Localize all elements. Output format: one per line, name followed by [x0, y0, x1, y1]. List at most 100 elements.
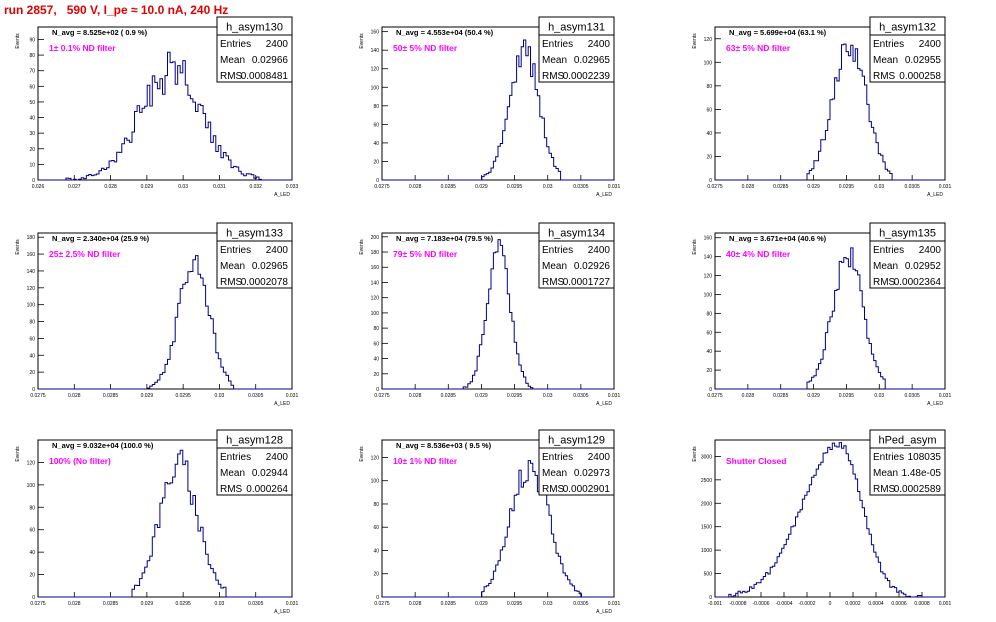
- y-tick-label: 20: [29, 370, 35, 376]
- x-axis-label: A_LED: [927, 192, 943, 198]
- y-tick-label: 100: [704, 292, 713, 298]
- y-tick-label: 20: [373, 372, 379, 378]
- y-tick-label: 120: [371, 296, 380, 302]
- x-tick-label: 0.0006: [891, 601, 907, 607]
- x-tick-label: 0.029: [141, 393, 154, 399]
- x-tick-label: 0.0275: [374, 393, 390, 399]
- histogram-line-h_asym128: [38, 449, 292, 598]
- x-tick-label: 0.028: [742, 393, 755, 399]
- filter-label: 63± 5% ND filter: [726, 43, 791, 53]
- stats-label: RMS: [220, 277, 243, 288]
- x-tick-label: 0.0275: [30, 601, 46, 607]
- histogram-line-h_asym131: [382, 39, 614, 181]
- y-tick-label: 100: [704, 60, 713, 66]
- y-axis-label: Events: [359, 33, 365, 49]
- x-tick-label: 0.03: [543, 184, 553, 190]
- histogram-line-hPed_asym: [715, 442, 945, 598]
- x-tick-label: 0.033: [286, 184, 299, 190]
- stats-label: RMS: [873, 484, 896, 495]
- x-tick-label: 0.0305: [904, 184, 920, 190]
- x-tick-label: 0.028: [104, 184, 117, 190]
- x-tick-label: 0.031: [608, 184, 621, 190]
- stats-value: 0.02944: [252, 468, 289, 479]
- y-tick-label: 40: [373, 548, 379, 554]
- filter-label: 50± 5% ND filter: [393, 43, 458, 53]
- x-tick-label: 0.029: [475, 601, 488, 607]
- histogram-name: hPed_asym: [878, 435, 936, 447]
- y-axis-label: Events: [359, 239, 365, 255]
- y-tick-label: 60: [373, 525, 379, 531]
- y-tick-label: 0: [376, 178, 379, 184]
- stats-label: Mean: [220, 55, 245, 66]
- x-tick-label: 0.0305: [573, 184, 589, 190]
- y-tick-label: 100: [371, 479, 380, 485]
- histogram-line-h_asym133: [38, 255, 292, 390]
- stats-value: 0.0002589: [894, 484, 942, 495]
- stats-box: [538, 447, 615, 496]
- navg-label: N_avg = 2.340e+04 (25.9 %): [52, 234, 150, 243]
- histogram-line-h_asym129: [382, 460, 614, 598]
- histogram-line-h_asym132: [715, 43, 945, 181]
- y-tick-label: 0: [32, 595, 35, 601]
- x-tick-label: 0.031: [939, 184, 952, 190]
- y-tick-label: 100: [27, 303, 36, 309]
- y-tick-label: 40: [373, 141, 379, 147]
- y-axis-label: Events: [15, 33, 21, 49]
- navg-label: N_avg = 7.183e+04 (79.5 %): [396, 234, 494, 243]
- x-tick-label: 0.001: [939, 601, 952, 607]
- y-tick-label: 80: [706, 84, 712, 90]
- x-tick-label: 0.0305: [573, 393, 589, 399]
- stats-label: Entries: [542, 39, 573, 50]
- stats-label: Entries: [220, 452, 251, 463]
- stats-box: [869, 447, 946, 496]
- y-tick-label: 40: [706, 349, 712, 355]
- y-tick-label: 1500: [701, 525, 712, 531]
- plot-frame: [381, 439, 615, 598]
- x-tick-label: 0.0295: [839, 393, 855, 399]
- y-tick-label: 0: [32, 387, 35, 393]
- x-tick-label: 0.031: [286, 393, 299, 399]
- x-tick-label: 0.031: [939, 393, 952, 399]
- stats-label: RMS: [542, 71, 565, 82]
- filter-label: 40± 4% ND filter: [726, 249, 791, 259]
- y-tick-label: 20: [373, 159, 379, 165]
- y-tick-label: 0: [709, 178, 712, 184]
- y-tick-label: 140: [371, 280, 380, 286]
- x-tick-label: 0.029: [807, 184, 820, 190]
- stats-value: 2400: [588, 452, 611, 463]
- histogram-panel-h_asym134: 0 20 40 60 80 100 120 140 160 180 200 0.0275 0.028 0.…: [359, 222, 621, 407]
- y-tick-label: 40: [373, 357, 379, 363]
- x-tick-label: 0.029: [475, 184, 488, 190]
- stats-label: Entries: [220, 39, 251, 50]
- x-tick-label: 0.0295: [175, 601, 191, 607]
- plot-frame: [381, 232, 615, 390]
- stats-label: RMS: [542, 484, 565, 495]
- histogram-panel-hPed_asym: 0 500 1000 1500 2000 2500 3000 -0.001 -0.0008 -0.…: [692, 429, 952, 607]
- y-tick-label: 0: [376, 595, 379, 601]
- x-tick-label: 0.0295: [507, 393, 523, 399]
- y-tick-label: 140: [27, 269, 36, 275]
- histogram-name: h_asym134: [548, 228, 605, 240]
- navg-label: N_avg = 3.671e+04 (40.6 %): [729, 234, 827, 243]
- y-tick-label: 120: [371, 67, 380, 73]
- y-tick-label: 120: [704, 274, 713, 280]
- y-tick-label: 30: [29, 131, 35, 137]
- stats-label: Entries: [542, 452, 573, 463]
- plot-frame: [714, 232, 946, 390]
- stats-value: 2400: [266, 39, 289, 50]
- y-tick-label: 0: [709, 595, 712, 601]
- x-tick-label: 0.0002: [845, 601, 861, 607]
- y-tick-label: 60: [29, 336, 35, 342]
- stats-box: [869, 240, 946, 289]
- stats-value: 108035: [908, 452, 942, 463]
- x-tick-label: 0.031: [608, 601, 621, 607]
- x-tick-label: 0.0275: [707, 393, 723, 399]
- navg-label: N_avg = 8.525e+02 ( 0.9 %): [52, 28, 148, 37]
- x-tick-label: 0.03: [215, 601, 225, 607]
- y-tick-label: 40: [29, 353, 35, 359]
- stats-label: Mean: [873, 261, 898, 272]
- x-tick-label: 0.029: [475, 393, 488, 399]
- stats-label: Entries: [873, 39, 904, 50]
- x-tick-label: 0.031: [608, 393, 621, 399]
